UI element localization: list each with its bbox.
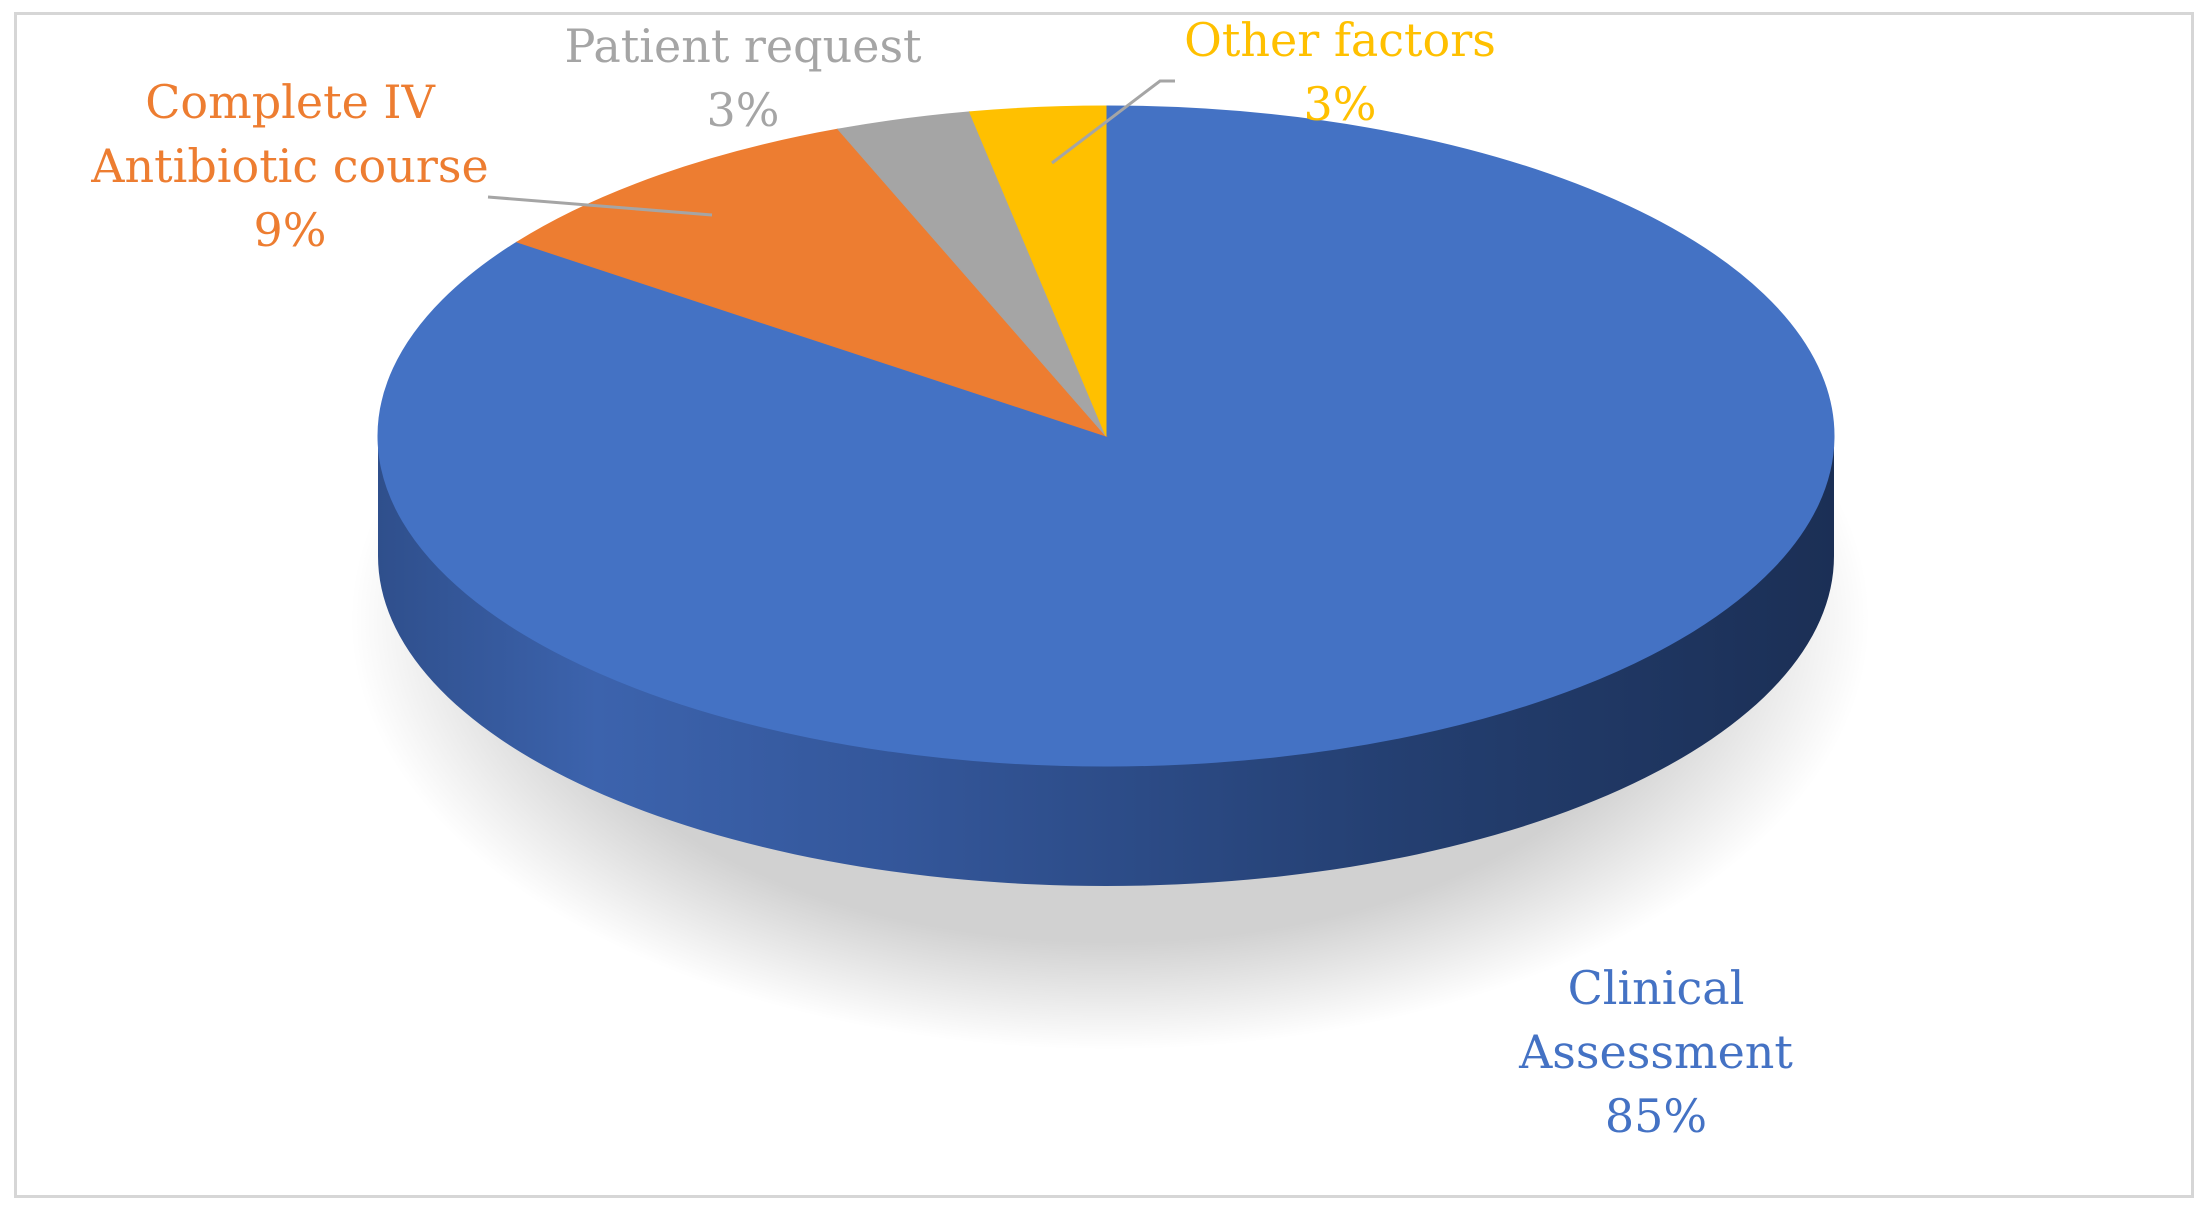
slice-value-patient-request: 3% bbox=[707, 83, 780, 137]
slice-label-complete-iv-antibiotic-course: Antibiotic course bbox=[90, 139, 488, 193]
leader-lines bbox=[487, 79, 1175, 217]
pie-slice-other-factors bbox=[968, 105, 1107, 437]
slice-labels: Clinical Assessment 85% Complete IV Antibiot… bbox=[90, 13, 1793, 1143]
slice-label-complete-iv-antibiotic-course: Complete IV bbox=[145, 75, 435, 129]
slice-label-clinical-assessment: Assessment bbox=[1518, 1025, 1793, 1079]
pie-slice-complete-iv-antibiotic-course bbox=[515, 128, 1108, 438]
leader-line-2 bbox=[1051, 79, 1175, 165]
pie-sides bbox=[378, 436, 1834, 886]
pie-tops bbox=[377, 105, 1835, 767]
slice-value-other-factors: 3% bbox=[1304, 77, 1377, 131]
pie-side-clinical-assessment bbox=[378, 436, 1834, 886]
slice-value-clinical-assessment: 85% bbox=[1605, 1089, 1707, 1143]
slice-label-other-factors: Other factors bbox=[1184, 13, 1496, 67]
slice-label-patient-request: Patient request bbox=[564, 19, 922, 73]
leader-line-1 bbox=[487, 195, 713, 217]
slice-value-complete-iv-antibiotic-course: 9% bbox=[254, 203, 327, 257]
slice-label-clinical-assessment: Clinical bbox=[1568, 961, 1745, 1015]
